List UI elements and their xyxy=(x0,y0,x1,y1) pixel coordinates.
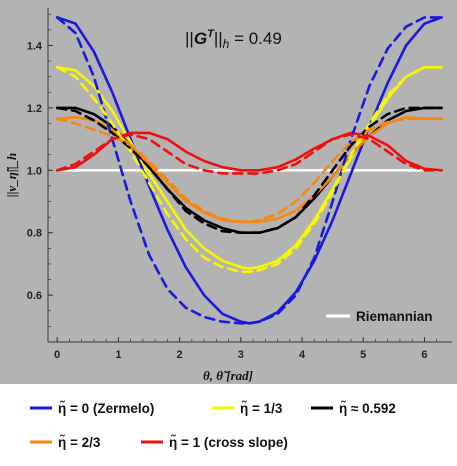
series-line xyxy=(55,66,443,270)
x-tick-label: 2 xyxy=(177,349,183,361)
plot-lines xyxy=(55,16,443,325)
x-tick-label: 0 xyxy=(54,349,60,361)
series-line xyxy=(55,106,443,234)
plot-annotation: ||GT||h = 0.49 xyxy=(185,28,282,51)
x-tick-label: 6 xyxy=(421,349,427,361)
bottom-legend: η̃ = 0 (Zermelo) η̃ = 1/3 η̃ ≈ 0.592 η̃ = 2… xyxy=(30,401,396,450)
series-line xyxy=(55,117,443,224)
x-tick-label: 4 xyxy=(299,349,306,361)
riemannian-legend-label: Riemannian xyxy=(356,309,433,324)
legend-label: η̃ = 0 (Zermelo) xyxy=(58,401,154,416)
legend-label: η̃ = 1/3 xyxy=(240,401,283,416)
x-tick-label: 1 xyxy=(115,349,121,361)
legend-label: η̃ = 2/3 xyxy=(58,435,101,450)
y-tick-label: 0.6 xyxy=(27,290,42,302)
y-axis-label: ||v_η̃||_h xyxy=(4,153,19,198)
axes: 0.6 0.8 1.0 1.2 1.4 0 1 2 3 4 5 6 xyxy=(27,8,452,361)
y-tick-label: 1.0 xyxy=(27,165,42,177)
x-axis-label: θ, θ̃ [rad] xyxy=(203,368,253,383)
series-line xyxy=(55,16,443,325)
legend-label: η̃ ≈ 0.592 xyxy=(339,401,396,416)
x-tick-label: 3 xyxy=(238,349,244,361)
plot-background xyxy=(0,0,457,384)
inner-legend: Riemannian xyxy=(326,309,433,324)
y-tick-label: 1.2 xyxy=(27,103,42,115)
series-line xyxy=(55,66,443,274)
y-tick-label: 0.8 xyxy=(27,228,42,240)
series-line xyxy=(55,133,443,175)
legend-label: η̃ = 1 (cross slope) xyxy=(169,435,288,450)
y-tick-label: 1.4 xyxy=(27,40,43,52)
x-tick-label: 5 xyxy=(360,349,366,361)
